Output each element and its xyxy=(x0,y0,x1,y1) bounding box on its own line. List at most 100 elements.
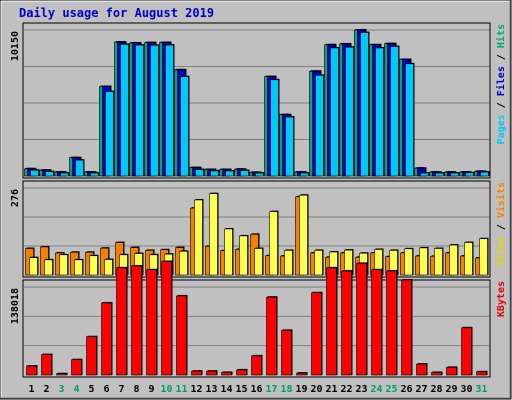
bar-pages-day-18 xyxy=(285,116,294,177)
x-tick-label-day-28: 28 xyxy=(430,384,442,395)
x-tick-label-day-16: 16 xyxy=(250,384,262,395)
x-tick-label-day-30: 30 xyxy=(460,384,472,395)
x-tick-label-day-22: 22 xyxy=(340,384,352,395)
bar-sites-day-30 xyxy=(464,242,473,276)
chart-panels: 10150 Pages / Files / Hits 276 Sites / Visi… xyxy=(10,22,507,378)
bar-pages-day-25 xyxy=(390,46,399,177)
x-tick-label-day-19: 19 xyxy=(295,384,307,395)
bar-pages-day-2 xyxy=(45,171,54,177)
bar-pages-day-6 xyxy=(105,91,114,177)
bar-kbytes-day-12 xyxy=(191,370,202,376)
x-axis-labels: 1 2 3 4 5 6 7 8 9 10 11 12 13 14 15 16 17 18 19 20 21 22 23 24 2… xyxy=(28,384,487,395)
bar-sites-day-15 xyxy=(239,235,248,276)
legend-entry: KBytes xyxy=(496,281,507,317)
panel-max-label: 138018 xyxy=(10,288,21,324)
bar-sites-day-5 xyxy=(89,255,98,276)
x-tick-label-day-25: 25 xyxy=(385,384,397,395)
bar-kbytes-day-15 xyxy=(236,369,247,376)
bar-pages-day-15 xyxy=(240,170,249,177)
bar-kbytes-day-2 xyxy=(41,354,52,376)
bar-pages-day-19 xyxy=(300,172,309,177)
bar-pages-day-7 xyxy=(120,44,129,177)
bar-sites-day-20 xyxy=(314,250,323,276)
x-tick-label-day-5: 5 xyxy=(88,384,94,395)
bar-pages-day-14 xyxy=(225,170,234,177)
x-tick-label-day-20: 20 xyxy=(310,384,322,395)
bar-pages-day-8 xyxy=(135,44,144,177)
panel-pages-files-hits: 10150 Pages / Files / Hits xyxy=(10,22,507,179)
x-tick-label-day-2: 2 xyxy=(43,384,49,395)
panel-frame xyxy=(22,22,491,179)
bar-kbytes-day-24 xyxy=(371,269,382,376)
bar-pages-day-23 xyxy=(360,32,369,177)
bar-pages-day-4 xyxy=(75,159,84,177)
bar-kbytes-day-11 xyxy=(176,295,187,376)
bar-kbytes-day-17 xyxy=(266,296,277,376)
bar-kbytes-day-20 xyxy=(311,292,322,376)
bar-sites-day-1 xyxy=(29,257,38,276)
bar-kbytes-day-31 xyxy=(476,371,487,376)
x-tick-label-day-3: 3 xyxy=(58,384,64,395)
bar-pages-day-10 xyxy=(165,44,174,177)
bar-sites-day-19 xyxy=(299,194,308,276)
legend-entry: / xyxy=(496,218,507,236)
bar-pages-day-20 xyxy=(315,75,324,177)
bar-kbytes-day-13 xyxy=(206,370,217,376)
x-tick-label-day-18: 18 xyxy=(280,384,292,395)
legend-entry: Visits xyxy=(495,182,507,218)
bar-pages-day-3 xyxy=(60,172,69,177)
bar-sites-day-28 xyxy=(434,248,443,276)
bar-sites-day-11 xyxy=(179,251,188,276)
x-tick-label-day-26: 26 xyxy=(400,384,412,395)
legend-entry: Sites xyxy=(495,236,507,266)
bar-kbytes-day-22 xyxy=(341,270,352,376)
bar-pages-day-26 xyxy=(405,63,414,177)
bar-kbytes-day-1 xyxy=(26,365,37,376)
x-tick-label-day-17: 17 xyxy=(265,384,277,395)
bar-sites-day-26 xyxy=(404,248,413,276)
x-tick-label-day-11: 11 xyxy=(175,384,187,395)
bar-kbytes-day-9 xyxy=(146,269,157,376)
bar-pages-day-13 xyxy=(210,170,219,177)
bar-pages-day-24 xyxy=(375,47,384,177)
bar-kbytes-day-5 xyxy=(86,336,97,376)
x-tick-label-day-1: 1 xyxy=(28,384,34,395)
bar-kbytes-day-10 xyxy=(161,261,172,376)
bar-pages-day-27 xyxy=(420,172,429,177)
bar-kbytes-day-16 xyxy=(251,355,262,376)
x-tick-label-day-23: 23 xyxy=(355,384,367,395)
bar-pages-day-22 xyxy=(345,46,354,177)
x-tick-label-day-12: 12 xyxy=(190,384,202,395)
bar-kbytes-day-21 xyxy=(326,267,337,376)
x-tick-label-day-31: 31 xyxy=(475,384,487,395)
bar-kbytes-day-8 xyxy=(131,265,142,376)
bar-sites-day-14 xyxy=(224,228,233,276)
bar-kbytes-day-4 xyxy=(71,359,82,376)
bar-sites-day-17 xyxy=(269,211,278,276)
panel-max-label: 276 xyxy=(10,189,21,207)
bar-kbytes-day-26 xyxy=(401,279,412,376)
panel-legend: Sites / Visits xyxy=(495,182,507,266)
bar-pages-day-9 xyxy=(150,45,159,177)
x-tick-label-day-10: 10 xyxy=(160,384,172,395)
bar-kbytes-day-6 xyxy=(101,302,112,376)
bar-pages-day-5 xyxy=(90,172,99,177)
bar-kbytes-day-23 xyxy=(356,263,367,376)
x-tick-label-day-9: 9 xyxy=(148,384,154,395)
legend-entry: / xyxy=(496,48,507,66)
x-tick-label-day-13: 13 xyxy=(205,384,217,395)
bar-pages-day-1 xyxy=(30,169,39,177)
bar-sites-day-29 xyxy=(449,244,458,276)
legend-entry: Files xyxy=(495,66,507,96)
bar-pages-day-21 xyxy=(330,47,339,177)
bar-pages-day-31 xyxy=(480,171,489,177)
x-tick-label-day-8: 8 xyxy=(133,384,139,395)
bar-kbytes-day-18 xyxy=(281,330,292,376)
x-tick-label-day-14: 14 xyxy=(220,384,232,395)
panel-sites-visits: 276 Sites / Visits xyxy=(10,180,507,278)
bar-sites-day-12 xyxy=(194,199,203,276)
bar-sites-day-13 xyxy=(209,193,218,276)
bar-pages-day-28 xyxy=(435,172,444,177)
bar-pages-day-17 xyxy=(270,79,279,177)
